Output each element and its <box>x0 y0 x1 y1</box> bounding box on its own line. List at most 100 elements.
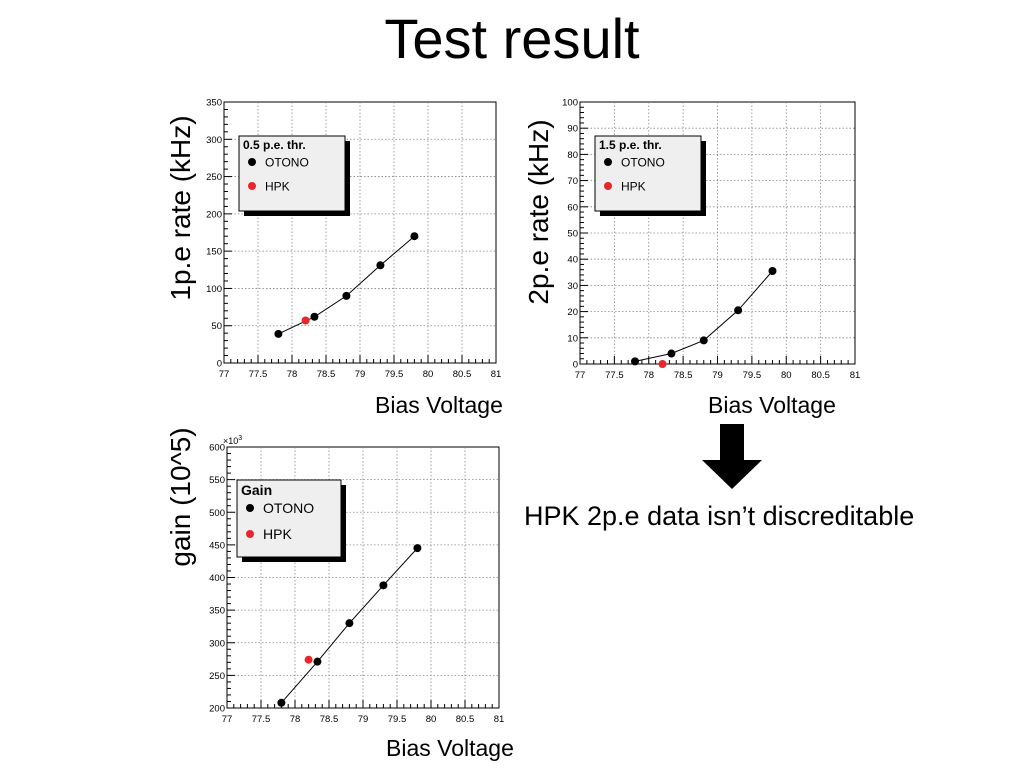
y-tick-label: 400 <box>209 573 225 584</box>
y-axis-label-gain: gain (10^5) <box>165 427 196 567</box>
data-point-otono <box>768 266 777 275</box>
x-tick-label: 79.5 <box>743 370 762 381</box>
x-tick-label: 80.5 <box>453 369 472 380</box>
data-point-otono <box>274 329 283 338</box>
legend-entry-hpk: HPK <box>265 179 290 193</box>
legend-box <box>236 479 342 558</box>
legend-marker-hpk <box>604 182 612 190</box>
y-tick-label: 300 <box>209 638 225 649</box>
x-tick-label: 77 <box>222 714 233 725</box>
y-tick-label: 350 <box>209 606 225 617</box>
data-point-hpk <box>304 655 313 664</box>
y-tick-label: 30 <box>567 281 578 292</box>
conclusion-note: HPK 2p.e data isn’t discreditable <box>524 501 915 531</box>
x-tick-label: 80.5 <box>811 370 830 381</box>
y-tick-label: 200 <box>206 209 222 220</box>
y-tick-label: 50 <box>211 321 222 332</box>
legend-marker-otono <box>246 504 254 512</box>
x-tick-label: 79 <box>712 370 723 381</box>
x-axis-label-2pe-rate: Bias Voltage <box>708 392 836 418</box>
x-axis-label-1pe-rate: Bias Voltage <box>375 392 503 418</box>
data-point-otono <box>631 357 639 366</box>
data-point-otono <box>376 261 385 270</box>
chart-gain: 77 77.5 78 78.5 79 79.5 80 80.5 81 200 250 300 350 40… <box>209 435 505 725</box>
x-tick-label: 81 <box>850 370 861 381</box>
legend-box <box>238 135 346 212</box>
y-tick-label: 150 <box>206 247 222 258</box>
x-tick-label: 78 <box>643 370 654 381</box>
x-tick-label: 79.5 <box>388 714 407 725</box>
y-tick-label: 550 <box>209 475 225 486</box>
legend-entry-otono: OTONO <box>263 500 314 516</box>
x-tick-label: 77.5 <box>605 370 624 381</box>
y-tick-label: 600 <box>209 443 225 454</box>
x-tick-label: 80 <box>781 370 792 381</box>
y-tick-label: 10 <box>567 333 578 344</box>
data-point-otono <box>313 657 322 666</box>
y-tick-label: 250 <box>206 172 222 183</box>
y-axis-exponent-power: 3 <box>238 435 242 442</box>
legend-entry-otono: OTONO <box>621 155 665 169</box>
legend-entry-hpk: HPK <box>263 526 292 542</box>
y-tick-label: 300 <box>206 135 222 146</box>
y-tick-label: 200 <box>209 704 225 715</box>
data-point-otono <box>699 336 708 345</box>
down-arrow-icon <box>702 424 762 489</box>
y-tick-label: 90 <box>567 124 578 135</box>
data-point-otono <box>413 544 422 553</box>
x-tick-label: 79 <box>358 714 369 725</box>
y-axis-label-2pe-rate: 2p.e rate (kHz) <box>523 119 554 305</box>
y-tick-label: 500 <box>209 508 225 519</box>
legend-entry-otono: OTONO <box>265 155 309 169</box>
x-tick-label: 80.5 <box>456 714 475 725</box>
y-tick-label: 60 <box>567 202 578 213</box>
y-axis-exponent: ×103 <box>223 435 242 446</box>
legend-box <box>594 135 702 212</box>
data-point-otono <box>410 232 419 241</box>
legend-marker-otono <box>248 158 256 166</box>
x-tick-label: 78.5 <box>317 369 336 380</box>
legend-marker-hpk <box>246 530 254 538</box>
x-tick-label: 81 <box>494 714 505 725</box>
y-tick-label: 80 <box>567 150 578 161</box>
legend-title: 0.5 p.e. thr. <box>243 138 306 152</box>
x-tick-label: 79 <box>355 369 366 380</box>
x-tick-label: 79.5 <box>385 369 404 380</box>
y-tick-label: 0 <box>573 360 578 371</box>
y-tick-label: 350 <box>206 98 222 109</box>
x-tick-label: 78 <box>290 714 301 725</box>
y-axis-label-1pe-rate: 1p.e rate (kHz) <box>165 115 196 301</box>
x-tick-label: 81 <box>491 369 502 380</box>
data-point-otono <box>342 291 351 300</box>
data-point-otono <box>667 349 676 358</box>
x-tick-label: 78.5 <box>320 714 339 725</box>
y-tick-label: 450 <box>209 540 225 551</box>
x-tick-label: 78.5 <box>674 370 693 381</box>
y-tick-label: 50 <box>567 229 578 240</box>
data-point-otono <box>277 698 286 707</box>
legend-marker-otono <box>604 158 612 166</box>
x-tick-label: 78 <box>287 369 298 380</box>
y-tick-label: 40 <box>567 255 578 266</box>
data-point-otono <box>379 581 388 590</box>
chart-1pe-rate: 77 77.5 78 78.5 79 79.5 80 80.5 81 0 50 100 150 200 25… <box>206 98 502 381</box>
data-point-otono <box>345 619 354 628</box>
data-point-otono <box>310 312 319 321</box>
y-tick-label: 20 <box>567 307 578 318</box>
x-tick-label: 80 <box>423 369 434 380</box>
y-tick-label: 100 <box>562 98 578 109</box>
data-point-otono <box>734 306 743 315</box>
legend-title: 1.5 p.e. thr. <box>599 138 662 152</box>
slide-title: Test result <box>384 7 640 70</box>
y-tick-label: 70 <box>567 176 578 187</box>
x-axis-label-gain: Bias Voltage <box>386 735 514 761</box>
y-tick-label: 0 <box>217 359 222 370</box>
data-point-hpk <box>658 360 667 368</box>
y-tick-label: 100 <box>206 284 222 295</box>
legend-title: Gain <box>241 482 272 498</box>
x-tick-label: 77.5 <box>252 714 271 725</box>
data-point-hpk <box>301 316 310 325</box>
y-tick-label: 250 <box>209 671 225 682</box>
chart-2pe-rate: 77 77.5 78 78.5 79 79.5 80 80.5 81 0 10 20 30 40 50 60 7… <box>562 98 861 382</box>
legend-marker-hpk <box>248 182 256 190</box>
